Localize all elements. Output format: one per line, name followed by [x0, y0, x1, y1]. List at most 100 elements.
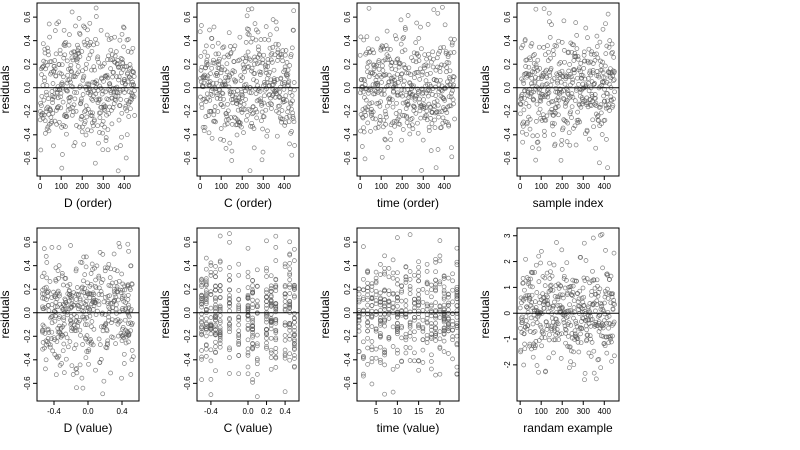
data-point: [63, 356, 69, 362]
data-point: [117, 309, 123, 315]
data-point: [221, 54, 227, 60]
data-point: [536, 110, 542, 116]
data-point: [376, 66, 382, 72]
data-point: [104, 340, 110, 346]
data-point: [433, 165, 439, 171]
data-point: [537, 66, 543, 71]
data-point: [227, 293, 232, 298]
data-point: [396, 80, 401, 85]
data-point: [361, 129, 367, 135]
data-point: [432, 99, 437, 105]
data-point: [95, 123, 100, 129]
data-point: [373, 269, 379, 275]
data-point: [569, 292, 575, 298]
data-point: [52, 309, 58, 314]
data-point: [410, 58, 416, 64]
data-point: [594, 277, 600, 283]
data-point: [108, 283, 114, 289]
data-point: [227, 296, 232, 301]
data-point: [245, 285, 251, 290]
data-point: [217, 320, 223, 326]
data-point: [199, 324, 204, 330]
data-point: [93, 14, 99, 19]
data-point: [585, 306, 591, 312]
data-point: [575, 109, 580, 115]
y-tick-label: -0.6: [183, 151, 192, 165]
data-point: [539, 84, 545, 90]
data-point: [125, 49, 131, 54]
data-point: [123, 103, 129, 109]
data-point: [111, 299, 117, 304]
data-point: [416, 311, 421, 317]
data-point: [429, 366, 434, 372]
data-point: [101, 378, 107, 384]
data-point: [119, 110, 125, 116]
data-point: [420, 317, 426, 323]
data-point: [610, 73, 616, 78]
data-point: [600, 26, 606, 32]
data-point: [551, 76, 557, 81]
data-point: [125, 297, 131, 302]
data-point: [199, 319, 204, 324]
data-point: [235, 107, 241, 113]
data-point: [361, 244, 366, 249]
data-point: [59, 62, 65, 68]
data-point: [113, 97, 119, 103]
data-point: [583, 25, 589, 31]
data-point: [378, 315, 383, 321]
data-point: [273, 41, 279, 47]
data-point: [90, 299, 95, 305]
data-point: [85, 349, 91, 354]
data-point: [60, 152, 65, 157]
data-point: [541, 306, 547, 311]
data-point: [103, 89, 108, 95]
data-point: [286, 113, 292, 119]
data-point: [407, 277, 413, 282]
data-point: [575, 54, 581, 59]
data-point: [60, 307, 66, 312]
data-point: [395, 309, 400, 315]
data-point: [388, 137, 393, 143]
data-point: [292, 294, 297, 300]
data-point: [281, 96, 286, 102]
data-point: [407, 284, 413, 289]
data-point: [424, 340, 430, 345]
data-point: [110, 335, 116, 341]
data-point: [199, 315, 204, 321]
data-point: [555, 321, 561, 327]
data-point: [88, 128, 94, 134]
data-point: [125, 37, 131, 42]
data-point: [248, 39, 254, 45]
data-point: [436, 51, 441, 57]
data-point: [236, 315, 242, 321]
data-point: [410, 84, 416, 90]
data-point: [388, 47, 393, 52]
data-point: [208, 315, 214, 320]
data-point: [450, 334, 455, 339]
data-point: [390, 324, 396, 330]
data-point: [273, 282, 279, 288]
data-point: [447, 103, 452, 109]
data-point: [450, 318, 455, 324]
data-point: [449, 145, 454, 151]
x-tick-label: 0.2: [261, 407, 273, 416]
data-point: [393, 67, 398, 73]
data-point: [522, 341, 527, 347]
data-point: [606, 314, 612, 319]
data-point: [236, 371, 242, 377]
data-point: [282, 264, 288, 270]
data-point: [121, 44, 126, 50]
x-tick-label: 400: [278, 182, 292, 191]
data-point: [567, 344, 573, 350]
data-point: [362, 82, 368, 87]
y-tick-label: 0.0: [183, 82, 192, 94]
data-point: [382, 303, 387, 309]
data-point: [412, 317, 417, 323]
data-point: [390, 104, 396, 110]
data-point: [530, 284, 535, 290]
data-point: [437, 336, 443, 342]
data-point: [213, 330, 218, 336]
data-point: [600, 265, 605, 271]
data-point: [390, 389, 396, 395]
data-point: [454, 333, 460, 339]
